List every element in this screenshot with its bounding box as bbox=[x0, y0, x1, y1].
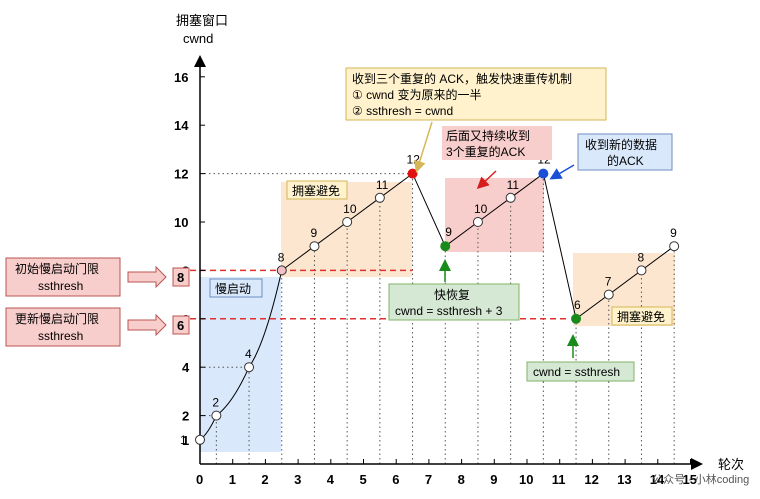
again-triple-ack-line2: 3个重复的ACK bbox=[446, 144, 525, 159]
data-point-label: 9 bbox=[310, 226, 317, 240]
y-tick-label: 2 bbox=[182, 409, 189, 424]
data-point-label: 9 bbox=[670, 226, 677, 240]
reset-line: cwnd = ssthresh bbox=[533, 365, 620, 379]
data-point bbox=[669, 241, 680, 252]
triple-ack-line2: ① cwnd 变为原来的一半 bbox=[352, 87, 481, 102]
threshold-box-8 bbox=[172, 267, 190, 287]
y-tick-label: 12 bbox=[174, 167, 188, 182]
data-point-label: 10 bbox=[343, 202, 357, 216]
slow-start-label-box bbox=[209, 278, 263, 298]
y-tick-label: 4 bbox=[182, 360, 190, 375]
x-tick-label: 1 bbox=[229, 472, 236, 487]
y-axis-label-line1: 拥塞窗口 bbox=[176, 13, 228, 28]
new-ack-line2: 的ACK bbox=[607, 153, 644, 168]
x-ticks: 0 1 2 3 4 5 6 7 8 9 10 11 12 13 14 15 bbox=[196, 459, 697, 487]
data-point bbox=[342, 217, 353, 227]
updated-ssthresh-box bbox=[5, 307, 121, 347]
threshold-value-8: 8 bbox=[177, 270, 184, 285]
x-tick-label: 0 bbox=[196, 472, 203, 487]
slow-start-label: 慢启动 bbox=[215, 282, 251, 296]
data-point-label: 6 bbox=[574, 298, 581, 312]
avoid-label-2: 拥塞避免 bbox=[617, 309, 665, 324]
data-point bbox=[538, 168, 549, 179]
data-point bbox=[309, 241, 320, 252]
avoid-label-box-2 bbox=[611, 306, 673, 326]
triple-ack-pointer bbox=[413, 121, 433, 173]
data-point bbox=[211, 410, 222, 421]
triple-ack-line3: ② ssthresh = cwnd bbox=[352, 104, 453, 118]
data-point-label: 8 bbox=[278, 250, 285, 264]
x-tick-label: 4 bbox=[327, 472, 335, 487]
fast-recovery-note bbox=[388, 283, 520, 321]
x-tick-label: 14 bbox=[650, 472, 665, 487]
triple-ack-line1: 收到三个重复的 ACK，触发快速重传机制 bbox=[352, 71, 572, 86]
data-point bbox=[195, 434, 205, 445]
data-point bbox=[636, 265, 647, 276]
data-point-label: 1 bbox=[180, 433, 187, 447]
data-point-label: 11 bbox=[507, 178, 520, 192]
reset-note bbox=[526, 361, 635, 382]
watermark: 公众号 · 小林coding bbox=[652, 472, 749, 486]
cwnd-line bbox=[199, 172, 675, 441]
updated-ssthresh-arrow bbox=[127, 313, 167, 337]
x-tick-label: 7 bbox=[425, 472, 432, 487]
data-point bbox=[440, 241, 451, 252]
data-point-label: 4 bbox=[245, 347, 252, 361]
initial-ssthresh-box bbox=[5, 257, 121, 297]
fast-recovery-region bbox=[445, 178, 544, 252]
x-axis-label: 轮次 bbox=[718, 457, 744, 472]
again-triple-ack-pointer bbox=[476, 170, 497, 190]
new-ack-pointer bbox=[549, 164, 575, 180]
new-ack-line1: 收到新的数据 bbox=[585, 137, 657, 152]
data-point-label: 10 bbox=[474, 202, 488, 216]
data-point bbox=[407, 168, 418, 179]
updated-ssthresh-line1: 更新慢启动门限 bbox=[15, 311, 99, 326]
again-triple-ack-note bbox=[442, 126, 552, 160]
x-tick-label: 15 bbox=[683, 472, 697, 487]
x-tick-label: 8 bbox=[458, 472, 465, 487]
data-point bbox=[603, 289, 614, 300]
initial-ssthresh-arrow bbox=[127, 265, 167, 289]
data-point-label: 7 bbox=[605, 275, 612, 289]
avoid-label-box-1 bbox=[286, 180, 348, 200]
cwnd-series: 1248910111291011126789 bbox=[180, 153, 680, 447]
y-tick-label: 16 bbox=[174, 70, 188, 85]
data-point bbox=[276, 265, 287, 276]
x-tick-label: 11 bbox=[552, 472, 566, 487]
x-tick-label: 5 bbox=[360, 472, 367, 487]
data-point bbox=[505, 192, 516, 203]
x-tick-label: 3 bbox=[294, 472, 301, 487]
y-tick-label: 1 bbox=[182, 433, 189, 448]
data-point bbox=[244, 362, 255, 373]
avoid-label-1: 拥塞避免 bbox=[292, 183, 340, 198]
x-tick-label: 2 bbox=[261, 472, 268, 487]
threshold-value-6: 6 bbox=[177, 318, 184, 333]
y-axis-label-line2: cwnd bbox=[183, 31, 213, 46]
data-point bbox=[374, 192, 385, 203]
new-ack-note bbox=[577, 133, 673, 171]
threshold-box-6 bbox=[172, 315, 190, 335]
data-point bbox=[571, 313, 582, 324]
data-point-label: 8 bbox=[637, 250, 644, 264]
updated-ssthresh-line2: ssthresh bbox=[38, 329, 83, 343]
x-tick-label: 9 bbox=[490, 472, 497, 487]
slow-start-region bbox=[200, 277, 281, 452]
initial-ssthresh-line2: ssthresh bbox=[38, 279, 83, 293]
again-triple-ack-line1: 后面又持续收到 bbox=[446, 128, 530, 143]
y-tick-label: 10 bbox=[174, 215, 188, 230]
data-point bbox=[472, 217, 483, 227]
initial-ssthresh-line1: 初始慢启动门限 bbox=[15, 261, 99, 276]
fast-recovery-line1: 快恢复 bbox=[434, 288, 470, 302]
x-tick-label: 12 bbox=[584, 472, 598, 487]
data-point-label: 2 bbox=[212, 396, 219, 410]
data-point-label: 11 bbox=[376, 178, 389, 192]
triple-ack-note bbox=[345, 67, 607, 121]
y-tick-label: 14 bbox=[174, 118, 189, 133]
x-tick-label: 10 bbox=[519, 472, 533, 487]
fast-recovery-line2: cwnd = ssthresh + 3 bbox=[395, 304, 503, 318]
x-tick-label: 13 bbox=[617, 472, 631, 487]
x-tick-label: 6 bbox=[392, 472, 399, 487]
data-point-label: 9 bbox=[445, 225, 452, 239]
